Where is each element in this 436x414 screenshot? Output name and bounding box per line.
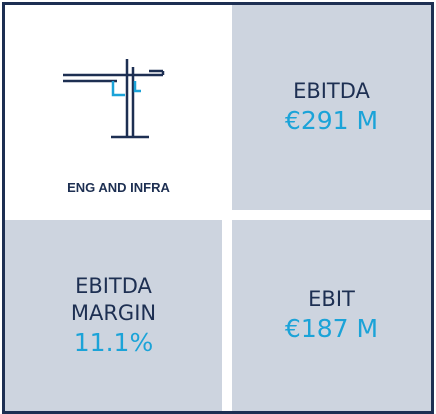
metric-label: EBITDA MARGIN (70, 273, 157, 325)
metric-label: EBITDA (293, 79, 370, 103)
metric-value: €291 M (284, 106, 379, 135)
metric-cell: EBIT €187 M (232, 220, 431, 411)
metric-label: EBIT (308, 287, 355, 311)
metric-value: €187 M (284, 314, 379, 343)
crane-icon (63, 59, 165, 139)
segment-name: ENG AND INFRA (67, 180, 170, 195)
metric-value: 11.1% (73, 327, 154, 357)
metric-cell: EBITDA MARGIN 11.1% (5, 220, 222, 411)
metric-cell: EBITDA €291 M (232, 5, 431, 210)
segment-cell: ENG AND INFRA (15, 13, 222, 213)
